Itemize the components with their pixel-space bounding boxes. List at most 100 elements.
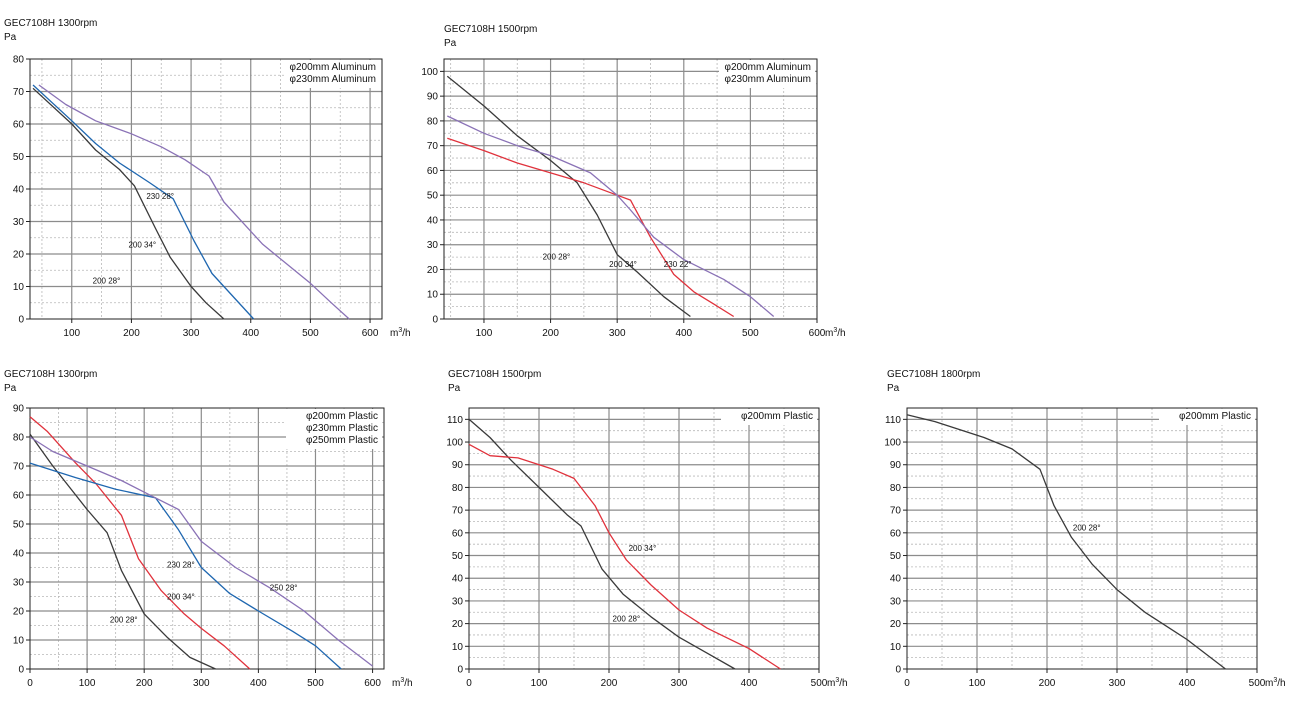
x-axis-unit: m3/h — [1265, 677, 1286, 689]
minor-grid — [907, 408, 1257, 669]
series-line — [468, 443, 781, 670]
series-line — [447, 115, 775, 317]
x-axis-unit: m3/h — [825, 327, 846, 339]
legend-entry: φ200mm Plastic — [1179, 411, 1251, 422]
minor-grid — [30, 408, 384, 669]
y-tick-label: 100 — [884, 438, 901, 449]
y-tick-label: 50 — [890, 551, 902, 562]
x-axis-unit: m3/h — [390, 327, 411, 339]
x-tick-label: 300 — [1109, 678, 1126, 689]
y-tick-label: 40 — [13, 549, 25, 560]
y-tick-label: 20 — [13, 607, 25, 618]
chart-title: GEC7108H 1300rpm — [4, 18, 98, 29]
series-line — [29, 416, 251, 670]
x-tick-label: 300 — [609, 328, 626, 339]
major-grid — [30, 408, 384, 669]
y-tick-label: 80 — [13, 55, 25, 66]
x-tick-label: 200 — [601, 678, 618, 689]
x-tick-label: 0 — [27, 678, 33, 689]
y-tick-label: 10 — [427, 290, 439, 301]
x-tick-label: 600 — [362, 328, 379, 339]
x-tick-label: 100 — [531, 678, 548, 689]
y-tick-label: 10 — [13, 282, 25, 293]
legend-entry: φ200mm Plastic — [741, 411, 813, 422]
x-tick-label: 100 — [79, 678, 96, 689]
series-line — [446, 75, 691, 318]
y-tick-label: 80 — [890, 483, 902, 494]
x-tick-label: 200 — [1039, 678, 1056, 689]
y-tick-label: 80 — [13, 433, 25, 444]
legend-entry: φ230mm Aluminum — [289, 74, 376, 85]
x-tick-label: 400 — [1179, 678, 1196, 689]
y-tick-label: 10 — [890, 642, 902, 653]
y-tick-label: 50 — [13, 152, 25, 163]
y-tick-label: 30 — [452, 596, 464, 607]
series-label: 200 28° — [93, 276, 121, 285]
x-tick-label: 300 — [193, 678, 210, 689]
chart-title: GEC7108H 1800rpm — [887, 369, 981, 380]
x-tick-label: 500 — [811, 678, 828, 689]
y-axis-unit: Pa — [4, 383, 17, 394]
plot-frame — [443, 58, 818, 320]
series-line — [38, 84, 350, 320]
legend-entry: φ200mm Plastic — [306, 411, 378, 422]
series-line — [29, 436, 373, 667]
y-tick-label: 10 — [452, 642, 464, 653]
series-label: 250 28° — [270, 584, 298, 593]
x-tick-label: 500 — [302, 328, 319, 339]
y-tick-label: 0 — [18, 315, 24, 326]
x-tick-label: 500 — [1249, 678, 1266, 689]
chart-title: GEC7108H 1300rpm — [4, 369, 98, 380]
y-tick-label: 20 — [13, 250, 25, 261]
x-axis-unit: m3/h — [392, 677, 413, 689]
y-tick-label: 70 — [890, 506, 902, 517]
x-tick-label: 500 — [742, 328, 759, 339]
x-tick-label: 300 — [671, 678, 688, 689]
x-tick-label: 400 — [242, 328, 259, 339]
y-tick-label: 60 — [13, 120, 25, 131]
legend-entry: φ230mm Plastic — [306, 423, 378, 434]
y-tick-label: 100 — [421, 67, 438, 78]
y-tick-label: 100 — [446, 438, 463, 449]
series-line — [32, 84, 255, 320]
y-tick-label: 40 — [427, 215, 439, 226]
series-label: 200 34° — [167, 592, 195, 601]
x-tick-label: 500 — [307, 678, 324, 689]
y-axis-unit: Pa — [448, 383, 461, 394]
y-tick-label: 70 — [427, 141, 439, 152]
legend-box — [284, 60, 380, 88]
series-label: 200 28° — [613, 614, 641, 623]
series-line — [447, 137, 735, 318]
series-label: 200 34° — [609, 260, 637, 269]
y-tick-label: 80 — [452, 483, 464, 494]
legend-box — [1159, 409, 1255, 425]
y-tick-label: 20 — [890, 619, 902, 630]
y-tick-label: 30 — [890, 596, 902, 607]
y-axis-unit: Pa — [4, 32, 17, 43]
x-tick-label: 0 — [466, 678, 472, 689]
major-grid — [907, 408, 1257, 669]
series-label: 200 28° — [543, 253, 571, 262]
major-grid — [444, 59, 817, 319]
y-tick-label: 60 — [13, 491, 25, 502]
y-tick-label: 50 — [452, 551, 464, 562]
y-tick-label: 80 — [427, 116, 439, 127]
y-tick-label: 110 — [885, 415, 901, 426]
legend-box — [721, 409, 817, 425]
y-tick-label: 60 — [452, 528, 464, 539]
series-label: 200 34° — [629, 544, 657, 553]
y-tick-label: 30 — [13, 578, 25, 589]
plot-frame — [29, 58, 383, 320]
y-tick-label: 30 — [13, 217, 25, 228]
y-tick-label: 90 — [13, 404, 25, 415]
series-label: 230 28° — [167, 561, 195, 570]
y-tick-label: 90 — [890, 460, 902, 471]
y-tick-label: 10 — [13, 636, 25, 647]
legend-box — [286, 409, 382, 449]
series-line — [468, 418, 736, 670]
x-axis-unit: m3/h — [827, 677, 848, 689]
y-tick-label: 40 — [452, 574, 464, 585]
x-tick-label: 600 — [809, 328, 826, 339]
plot-frame — [29, 407, 385, 670]
